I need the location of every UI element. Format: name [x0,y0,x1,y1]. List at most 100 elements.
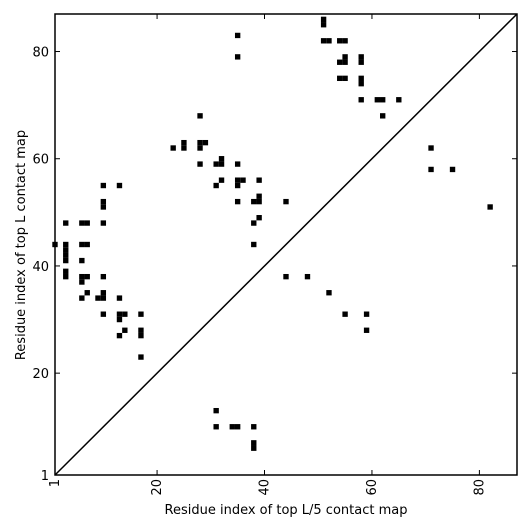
contact-cell-top-l [358,59,364,65]
contact-cell-top-l [234,32,241,39]
contact-cell-top-l [202,139,209,146]
contact-cell-top-l [320,16,327,23]
contact-cell-top-l [138,327,144,333]
contact-cell-top-l [358,75,364,82]
contact-cell-top-l [116,332,123,339]
contact-cell-top-l [122,311,128,317]
contact-cell-top-l [138,332,144,339]
contact-cell-top-l [320,38,327,44]
contact-cell-top-l [256,177,262,183]
contact-cell-top-l [234,54,241,60]
contact-cell-top-l [63,241,69,248]
x-tick-label: 1 [48,479,63,487]
contact-cell-top-l5 [213,424,219,430]
axis-ticks [54,14,517,476]
contact-cell-top-l [218,177,225,183]
contact-cell-top-l [213,182,219,189]
contact-cell-top-l [283,273,289,280]
contact-cell-top-l [63,273,69,280]
contact-cell-top-l [79,295,85,301]
contact-cell-top-l5 [229,424,235,430]
x-tick-label: 60 [365,479,380,496]
contact-cell-top-l [283,198,289,205]
x-tick-label: 80 [472,479,487,496]
contact-cell-top-l [358,54,364,60]
contact-cell-top-l [380,113,386,119]
contact-cell-top-l [63,247,69,253]
contact-cell-top-l [337,38,343,44]
contact-cell-top-l [256,215,262,221]
contact-cell-top-l [84,290,90,296]
contact-cell-top-l [52,241,58,248]
contact-cell-top-l [449,166,456,173]
contact-cell-top-l [170,145,176,151]
contact-cell-top-l [342,38,348,44]
contact-cell-top-l [256,198,262,205]
contact-cell-top-l [342,59,348,65]
contact-cell-top-l [63,252,69,258]
contact-cell-top-l [358,81,364,87]
contact-cell-top-l [213,161,219,167]
contact-cell-top-l [116,295,123,301]
contact-cell-top-l [337,59,343,65]
contact-cell-top-l [234,161,241,167]
contact-cell-top-l [218,161,225,167]
contact-cell-top-l [396,97,402,103]
contact-marks [52,16,493,451]
contact-cell-top-l [342,54,348,60]
contact-cell-top-l [218,156,225,162]
contact-cell-top-l [363,327,370,333]
contact-cell-top-l [374,97,381,103]
contact-cell-top-l [251,198,257,205]
contact-cell-top-l5 [234,424,241,430]
contact-cell-top-l5 [251,440,257,446]
contact-cell-top-l [337,75,343,82]
contact-cell-top-l [363,311,370,317]
contact-cell-top-l [251,241,257,248]
contact-cell-top-l [84,241,90,248]
contact-cell-top-l [84,273,90,280]
contact-cell-top-l [181,139,187,146]
contact-cell-top-l [63,220,69,226]
contact-cell-top-l [79,257,85,264]
y-axis-title: Residue index of top L contact map [14,130,29,360]
y-tick-label: 60 [32,153,49,168]
contact-cell-top-l [428,166,434,173]
contact-cell-top-l [197,161,203,167]
diagonal-line [54,13,518,476]
contact-cell-top-l [95,295,101,301]
contact-cell-top-l [342,75,348,82]
contact-cell-top-l [487,204,493,210]
contact-cell-top-l5 [213,407,219,414]
contact-cell-top-l [63,268,69,274]
contact-cell-top-l [79,273,85,280]
y-tick-label: 40 [32,260,49,275]
contact-cell-top-l [100,311,107,317]
contact-cell-top-l [100,204,107,210]
contact-cell-top-l [116,182,123,189]
contact-cell-top-l [251,220,257,226]
contact-cell-top-l [304,273,311,280]
contact-cell-top-l [197,145,203,151]
contact-cell-top-l [79,279,85,285]
contact-cell-top-l [116,311,123,317]
contact-cell-top-l [84,220,90,226]
y-tick-label: 20 [32,367,49,382]
contact-cell-top-l [358,97,364,103]
contact-cell-top-l [100,220,107,226]
y-tick-label: 80 [32,46,49,61]
contact-cell-top-l [234,177,241,183]
contact-cell-top-l [100,182,107,189]
contact-cell-top-l [240,177,246,183]
contact-cell-top-l [326,290,332,296]
x-axis-title: Residue index of top L/5 contact map [165,503,408,518]
contact-cell-top-l5 [251,424,257,430]
contact-cell-top-l [138,311,144,317]
contact-cell-top-l [256,193,262,199]
contact-cell-top-l [116,316,123,323]
contact-cell-top-l [63,257,69,264]
x-tick-label: 20 [150,479,165,496]
y-tick-label: 1 [41,469,49,484]
contact-cell-top-l [100,295,107,301]
